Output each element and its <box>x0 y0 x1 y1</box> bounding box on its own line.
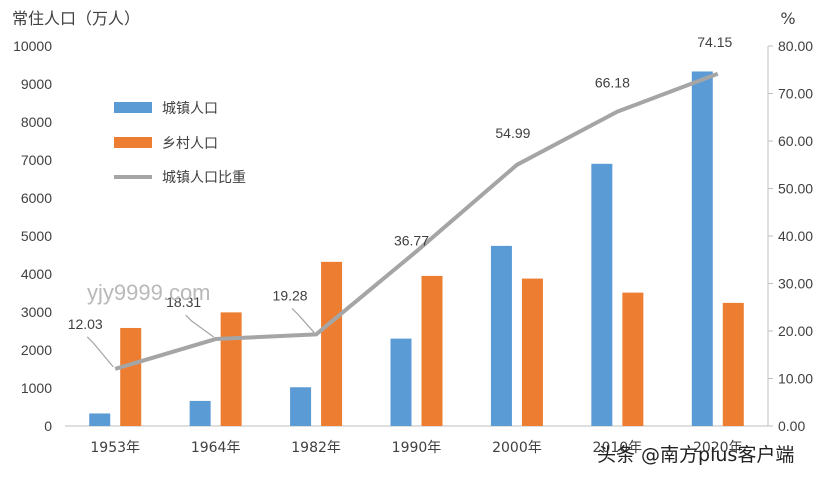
y2-tick-label: 50.00 <box>778 181 813 197</box>
y2-tick-label: 10.00 <box>778 371 813 387</box>
watermark-site: yjy9999.com <box>87 280 211 305</box>
data-label: 18.31 <box>166 294 201 310</box>
ratio-line-path <box>114 71 719 371</box>
bar-rural <box>421 275 443 426</box>
y-tick-label: 10000 <box>13 38 52 54</box>
y2-axis-ticks: 0.00 10.00 20.00 30.00 40.00 50.00 60.00 70.00 8… <box>768 38 813 434</box>
bar-rural <box>220 312 242 426</box>
data-label: 36.77 <box>394 232 429 248</box>
data-label: 54.99 <box>495 125 530 141</box>
y-tick-label: 3000 <box>21 304 52 320</box>
x-tick-label: 2020年 <box>693 440 743 456</box>
y-axis-title: 常住人口（万人） <box>12 9 140 28</box>
legend: 城镇人口 乡村人口 城镇人口比重 <box>114 101 246 186</box>
bar-urban <box>89 413 111 426</box>
x-tick-label: 1964年 <box>191 440 241 456</box>
x-tick-label: 1990年 <box>392 440 442 456</box>
data-label-leader <box>86 336 114 368</box>
legend-label-rural: 乡村人口 <box>162 136 218 152</box>
legend-swatch-urban <box>114 102 152 113</box>
watermark-source: 头条 @南方plus客户端 <box>597 444 794 466</box>
data-label: 66.18 <box>595 75 630 91</box>
bar-urban <box>290 387 312 426</box>
y2-tick-label: 80.00 <box>778 38 813 54</box>
bar-rural <box>622 292 644 426</box>
y2-tick-label: 0.00 <box>778 418 805 434</box>
y-tick-label: 8000 <box>21 114 52 130</box>
bar-urban <box>490 245 512 426</box>
data-labels: 12.03 18.31 19.28 36.77 54.99 66.18 74.15 <box>68 34 733 368</box>
data-label: 12.03 <box>68 316 103 332</box>
y2-tick-label: 20.00 <box>778 323 813 339</box>
legend-swatch-rural <box>114 137 152 148</box>
y2-tick-label: 40.00 <box>778 228 813 244</box>
data-label: 19.28 <box>273 287 308 303</box>
y-tick-label: 7000 <box>21 152 52 168</box>
bar-urban <box>691 71 713 427</box>
x-tick-label: 2000年 <box>492 440 542 456</box>
legend-label-urban: 城镇人口 <box>162 101 218 117</box>
y-tick-label: 2000 <box>21 342 52 358</box>
y2-tick-label: 60.00 <box>778 133 813 149</box>
x-tick-label: 2010年 <box>593 440 643 456</box>
y2-tick-label: 70.00 <box>778 86 813 102</box>
bar-urban <box>189 400 211 426</box>
y2-tick-label: 30.00 <box>778 276 813 292</box>
y-tick-label: 1000 <box>21 380 52 396</box>
bar-rural <box>521 278 543 426</box>
legend-label-ratio: 城镇人口比重 <box>162 170 246 186</box>
y-axis-ticks: 0 1000 2000 3000 4000 5000 6000 7000 8000 9000 100… <box>13 38 52 434</box>
data-label: 74.15 <box>697 34 732 50</box>
x-tick-label: 1982年 <box>291 440 341 456</box>
y-tick-label: 9000 <box>21 76 52 92</box>
y-tick-label: 0 <box>44 418 52 434</box>
bar-urban <box>591 163 613 427</box>
bar-rural <box>120 327 142 426</box>
y2-axis-title: % <box>780 9 795 28</box>
bars <box>89 71 744 427</box>
y-tick-label: 5000 <box>21 228 52 244</box>
y-tick-label: 4000 <box>21 266 52 282</box>
data-label-leader <box>185 314 214 338</box>
bar-rural <box>722 302 744 426</box>
ratio-line <box>114 71 719 371</box>
data-label-leader <box>291 307 315 333</box>
x-tick-label: 1953年 <box>90 440 140 456</box>
bar-urban <box>390 338 412 426</box>
y-tick-label: 6000 <box>21 190 52 206</box>
bar-rural <box>321 261 343 426</box>
x-axis-labels: 1953年 1964年 1982年 1990年 2000年 2010年 2020年 <box>90 440 742 456</box>
